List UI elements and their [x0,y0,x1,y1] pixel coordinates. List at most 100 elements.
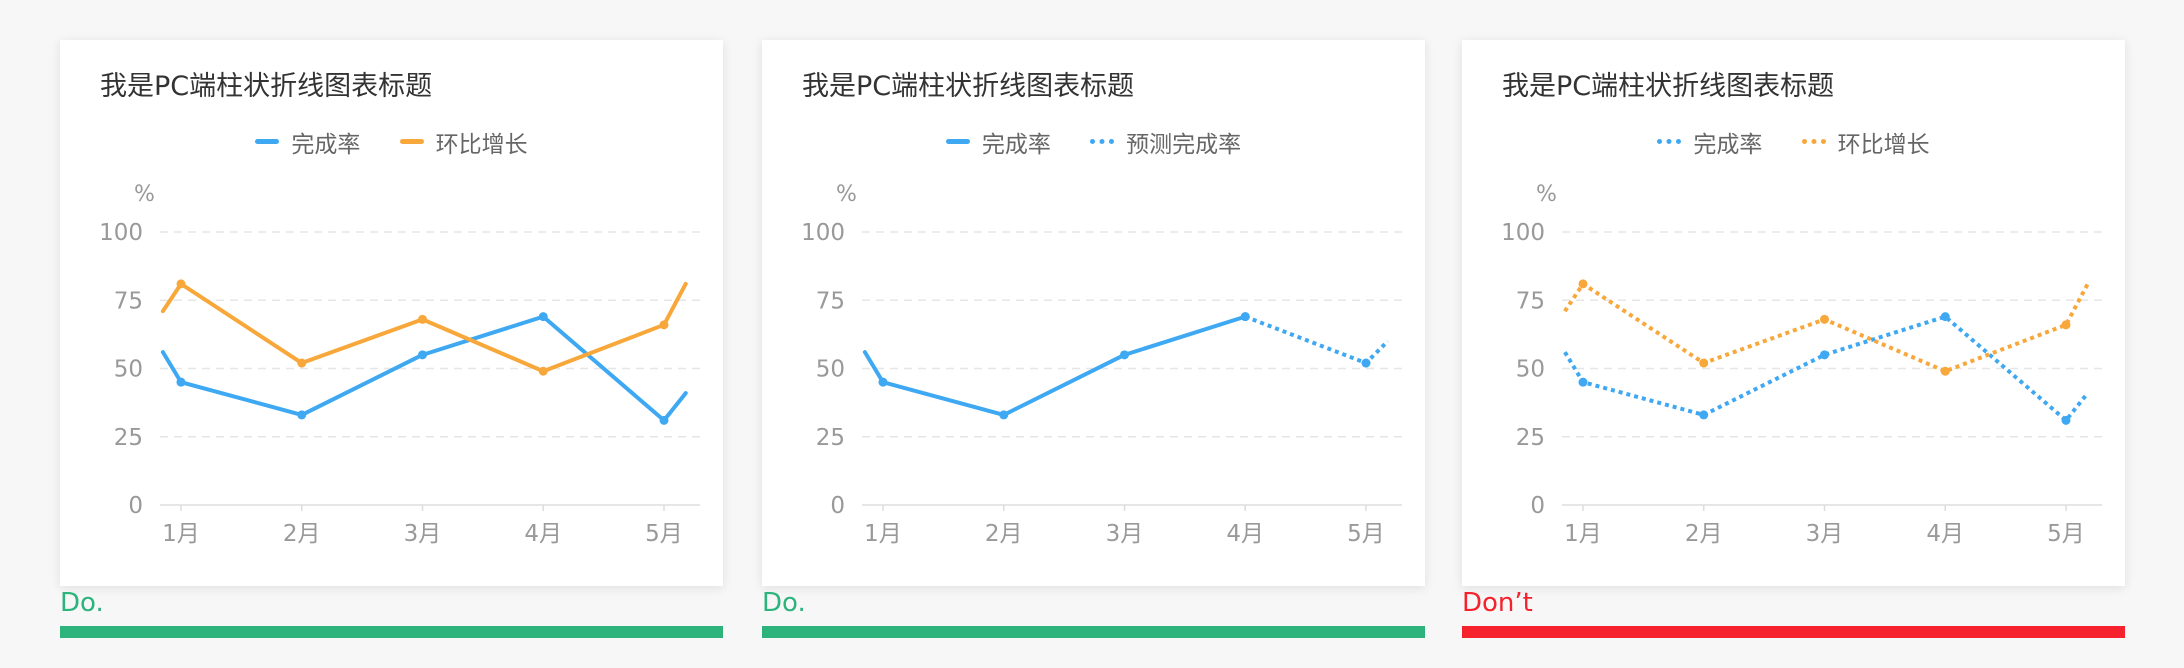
y-tick-label: 100 [99,220,143,246]
y-tick-label: 50 [816,357,845,383]
legend-item-growth[interactable]: 环比增长 [399,125,528,159]
y-tick-label: 0 [1530,493,1545,519]
x-tick-label: 5月 [1347,521,1385,547]
y-tick-label: 0 [830,493,845,519]
x-tick-label: 5月 [645,521,683,547]
chart-title: 我是PC端柱状折线图表标题 [100,71,433,102]
legend-item-growth[interactable]: 环比增长 [1801,125,1930,159]
chart-legend: 完成率 环比增长 [1462,124,2125,159]
legend-item-completion[interactable]: 完成率 [945,125,1051,159]
data-point[interactable] [878,377,888,387]
data-point[interactable] [418,350,427,360]
legend-swatch [1657,139,1682,144]
x-tick-label: 4月 [1926,521,1964,547]
data-point[interactable] [1940,312,1950,322]
y-axis-unit: % [836,182,857,207]
y-tick-label: 25 [816,425,845,451]
y-tick-label: 50 [1516,357,1545,383]
x-tick-label: 1月 [162,521,200,547]
x-tick-label: 1月 [1564,521,1602,547]
chart-title: 我是PC端柱状折线图表标题 [1502,71,1835,102]
legend-swatch [255,139,280,144]
x-tick-label: 2月 [283,521,321,547]
chart-panel-1: 我是PC端柱状折线图表标题 完成率 环比增长 % 0 25 50 75 100 1月 2月 3月… [60,40,723,638]
y-tick-label: 100 [801,220,845,246]
legend-item-forecast[interactable]: 预测完成率 [1090,125,1241,159]
y-tick-label: 75 [114,288,143,314]
chart-panel-3: 我是PC端柱状折线图表标题 完成率 环比增长 % 0 25 50 75 100 1月 2月 3月… [1462,40,2125,638]
data-point[interactable] [538,366,548,376]
chart-card: 我是PC端柱状折线图表标题 完成率 环比增长 % 0 25 50 75 100 1月 2月 3月… [1462,40,2125,586]
y-axis-unit: % [1536,182,1557,207]
line-chart: % 0 25 50 75 100 1月 2月 3月 4月 5月 [801,182,1402,547]
line-chart: % 0 25 50 75 100 1月 2月 3月 4月 5月 [99,182,700,547]
x-tick-label: 3月 [404,521,442,547]
data-point[interactable] [176,377,186,387]
x-tick-label: 5月 [2047,521,2085,547]
verdict-bar [60,626,723,638]
verdict-bar [762,626,1425,638]
chart-legend: 完成率 环比增长 [60,124,723,159]
data-point[interactable] [297,410,307,420]
chart-title: 我是PC端柱状折线图表标题 [802,71,1135,102]
legend-label: 环比增长 [435,131,528,158]
y-tick-label: 100 [1501,220,1545,246]
legend-swatch [945,139,970,144]
data-point[interactable] [999,410,1009,420]
legend-label: 完成率 [291,131,361,158]
y-tick-label: 75 [816,288,845,314]
data-point[interactable] [1699,410,1709,420]
data-point[interactable] [418,314,427,324]
data-point[interactable] [176,279,186,289]
legend-label: 完成率 [981,131,1051,158]
data-point[interactable] [659,415,669,425]
series-line-1[interactable] [1563,314,2090,423]
chart-panel-2: 我是PC端柱状折线图表标题 完成率 预测完成率 % 0 25 50 75 100 1月 2月 3… [762,40,1425,638]
y-tick-label: 25 [1516,425,1545,451]
data-point[interactable] [2061,415,2071,425]
legend-label: 预测完成率 [1126,131,1242,158]
y-tick-label: 25 [114,425,143,451]
data-point[interactable] [1578,279,1588,289]
legend-item-completion[interactable]: 完成率 [255,125,360,159]
data-point[interactable] [1699,358,1709,368]
series-line-2[interactable] [1244,314,1390,366]
verdict-bar [1462,626,2125,638]
x-tick-label: 3月 [1806,521,1844,547]
data-point[interactable] [1120,350,1129,360]
data-point[interactable] [1940,366,1950,376]
legend-swatch [399,139,424,144]
data-point[interactable] [1361,358,1371,368]
legend-swatch [1801,139,1826,144]
data-point[interactable] [1240,312,1250,322]
verdict-label: Do. [60,588,104,618]
verdict-label: Do. [762,588,806,618]
x-tick-label: 4月 [524,521,562,547]
legend-label: 完成率 [1693,131,1763,158]
x-tick-label: 2月 [985,521,1023,547]
chart-card: 我是PC端柱状折线图表标题 完成率 预测完成率 % 0 25 50 75 100 1月 2月 3… [762,40,1425,586]
chart-legend: 完成率 预测完成率 [762,124,1425,159]
data-point[interactable] [297,358,307,368]
verdict-label: Don’t [1462,588,1533,618]
series-line-1[interactable] [160,314,688,423]
x-tick-label: 1月 [864,521,902,547]
y-tick-label: 75 [1516,288,1545,314]
x-tick-label: 3月 [1106,521,1144,547]
data-point[interactable] [1578,377,1588,387]
chart-card: 我是PC端柱状折线图表标题 完成率 环比增长 % 0 25 50 75 100 1月 2月 3月… [60,40,723,586]
legend-label: 环比增长 [1837,131,1930,158]
y-tick-label: 50 [114,357,143,383]
data-point[interactable] [2061,320,2071,330]
series-line-1[interactable] [862,314,1248,417]
data-point[interactable] [1820,314,1829,324]
legend-item-completion[interactable]: 完成率 [1657,125,1762,159]
legend-swatch [1090,139,1115,144]
data-point[interactable] [1820,350,1829,360]
data-point[interactable] [659,320,669,330]
y-axis-unit: % [134,182,155,207]
data-point[interactable] [538,312,548,322]
y-tick-label: 0 [128,493,143,519]
x-tick-label: 4月 [1226,521,1264,547]
x-tick-label: 2月 [1685,521,1723,547]
